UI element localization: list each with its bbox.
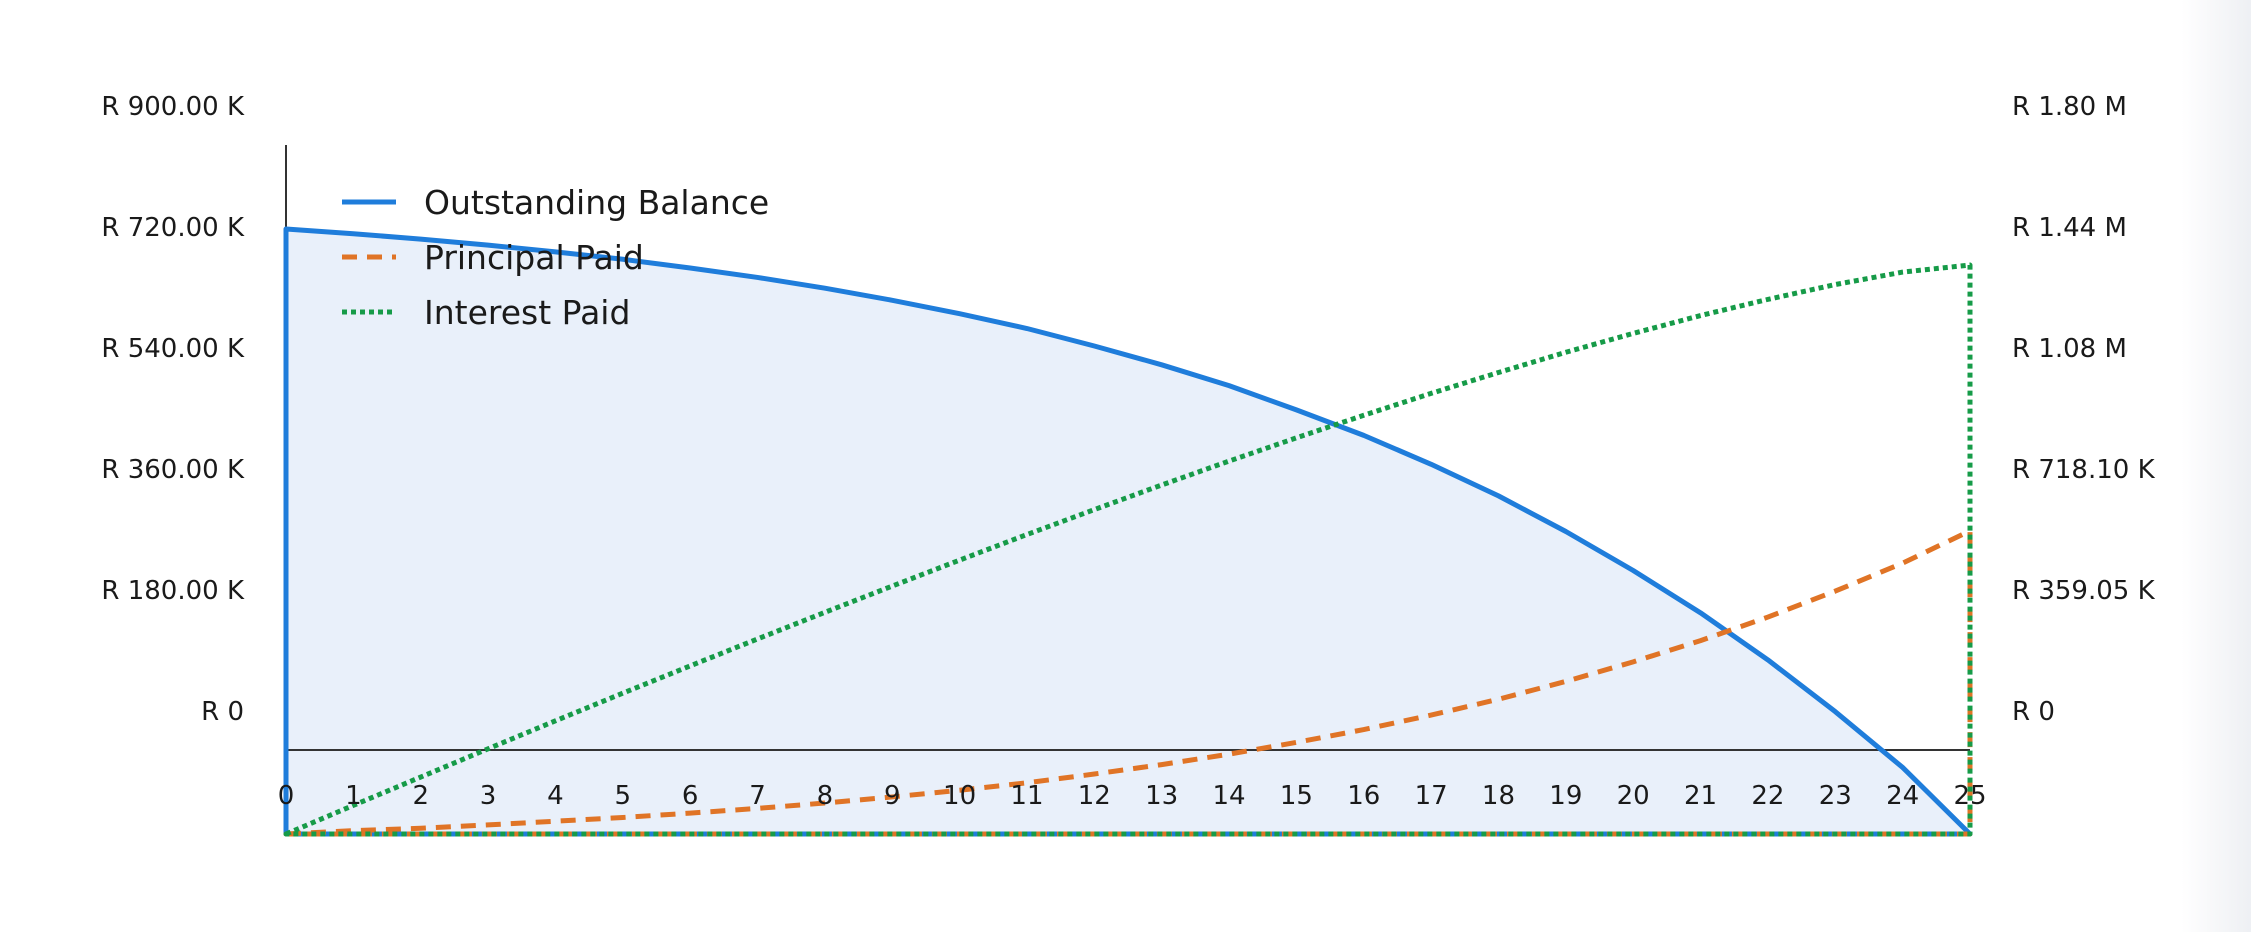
balance-area-fill [286,229,1970,834]
tick-layer: 0 1 2 3 4 5 6 7 8 9 10 11 12 13 14 15 16 17 18 19 20 21 22 23 24… [101,92,2155,811]
left-y-tick-label: R 900.00 K [101,92,245,122]
x-tick-label: 8 [817,781,834,811]
right-y-tick-label: R 0 [2012,697,2055,727]
series-layer [283,226,1973,837]
x-tick-label: 6 [682,781,699,811]
right-y-tick-label: R 1.80 M [2012,92,2127,122]
left-y-tick-label: R 180.00 K [101,576,245,606]
x-tick-label: 18 [1482,781,1515,811]
legend: Outstanding Balance Principal Paid Interes… [342,183,769,332]
legend-label-interest-paid: Interest Paid [424,293,630,332]
area-layer [286,229,1970,834]
left-y-tick-label: R 720.00 K [101,213,245,243]
x-tick-label: 19 [1549,781,1582,811]
x-tick-label: 13 [1145,781,1178,811]
x-tick-label: 15 [1280,781,1313,811]
x-tick-label: 16 [1347,781,1380,811]
right-y-tick-label: R 1.08 M [2012,334,2127,364]
x-tick-label: 11 [1010,781,1043,811]
right-y-tick-label: R 718.10 K [2012,455,2156,485]
x-tick-label: 5 [615,781,632,811]
right-y-tick-label: R 359.05 K [2012,576,2156,606]
x-tick-label: 7 [749,781,766,811]
series-line-interest-paid [283,262,1973,837]
x-tick-label: 4 [547,781,564,811]
x-tick-label: 2 [412,781,429,811]
x-tick-label: 20 [1617,781,1650,811]
left-y-tick-label: R 360.00 K [101,455,245,485]
legend-label-outstanding-balance: Outstanding Balance [424,183,769,222]
legend-label-principal-paid: Principal Paid [424,238,644,277]
right-y-tick-label: R 1.44 M [2012,213,2127,243]
x-tick-label: 17 [1415,781,1448,811]
x-tick-label: 22 [1751,781,1784,811]
series-line-principal-paid [283,528,1973,837]
x-tick-label: 21 [1684,781,1717,811]
x-tick-label: 0 [278,781,295,811]
x-tick-label: 10 [943,781,976,811]
x-tick-label: 14 [1212,781,1245,811]
x-tick-label: 25 [1953,781,1986,811]
x-tick-label: 9 [884,781,901,811]
x-tick-label: 12 [1078,781,1111,811]
x-tick-label: 1 [345,781,362,811]
x-tick-label: 24 [1886,781,1919,811]
x-tick-label: 3 [480,781,497,811]
window-edge-shade [2181,0,2251,932]
x-tick-label: 23 [1819,781,1852,811]
left-y-tick-label: R 0 [201,697,244,727]
left-y-tick-label: R 540.00 K [101,334,245,364]
series-line-outstanding-balance [283,226,1973,837]
